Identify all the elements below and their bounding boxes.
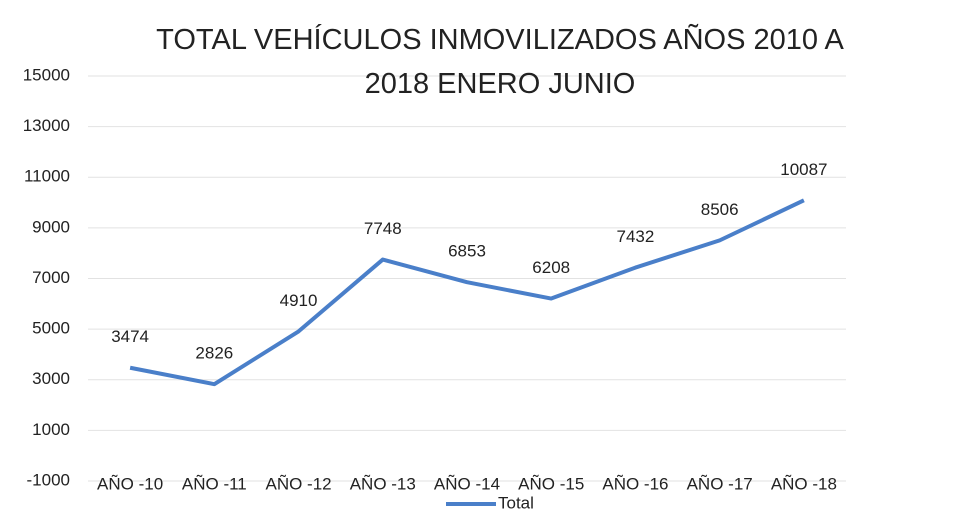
data-label: 8506 bbox=[701, 200, 739, 219]
data-label: 6208 bbox=[532, 258, 570, 277]
data-label: 3474 bbox=[111, 327, 149, 346]
x-tick-label: AÑO -15 bbox=[518, 474, 584, 493]
data-label: 10087 bbox=[780, 160, 827, 179]
y-tick-label: 7000 bbox=[32, 268, 70, 287]
x-tick-label: AÑO -14 bbox=[434, 474, 500, 493]
x-tick-label: AÑO -10 bbox=[97, 474, 163, 493]
data-label: 6853 bbox=[448, 242, 486, 261]
y-tick-label: 5000 bbox=[32, 319, 70, 338]
legend-label: Total bbox=[498, 493, 534, 512]
x-tick-label: AÑO -12 bbox=[265, 474, 331, 493]
y-tick-label: 11000 bbox=[24, 167, 70, 186]
x-tick-label: AÑO -17 bbox=[687, 474, 753, 493]
y-tick-label: 3000 bbox=[32, 369, 70, 388]
data-label: 7748 bbox=[364, 219, 402, 238]
data-label: 4910 bbox=[280, 291, 318, 310]
y-tick-label: 13000 bbox=[23, 116, 70, 135]
y-tick-label: 9000 bbox=[32, 217, 70, 236]
chart-title: TOTAL VEHÍCULOS INMOVILIZADOS AÑOS 2010 … bbox=[156, 24, 844, 100]
line bbox=[129, 198, 805, 387]
data-label: 7432 bbox=[617, 227, 655, 246]
y-tick-label: -1000 bbox=[27, 470, 70, 489]
data-label: 2826 bbox=[195, 344, 233, 363]
y-tick-label: 1000 bbox=[32, 420, 70, 439]
x-tick-label: AÑO -11 bbox=[182, 474, 247, 493]
x-tick-label: AÑO -18 bbox=[771, 474, 837, 493]
x-tick-label: AÑO -13 bbox=[350, 474, 416, 493]
y-tick-label: 15000 bbox=[23, 65, 70, 84]
x-tick-label: AÑO -16 bbox=[602, 474, 668, 493]
